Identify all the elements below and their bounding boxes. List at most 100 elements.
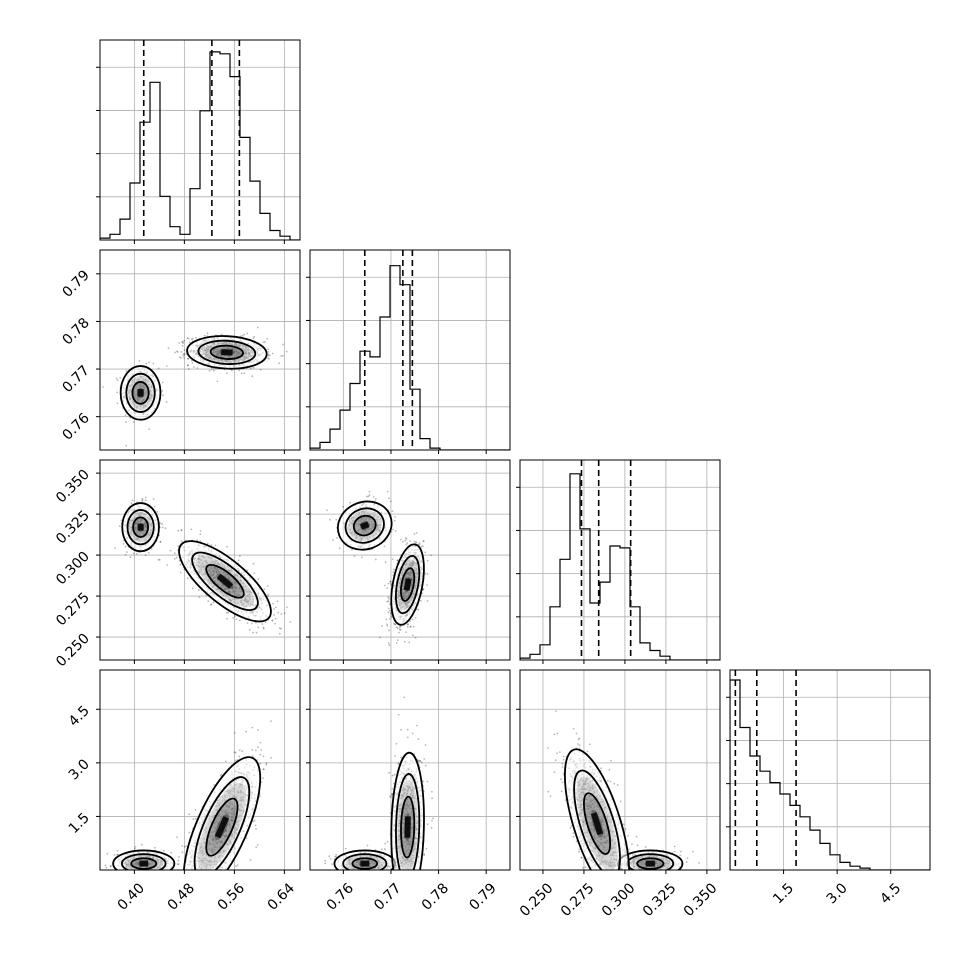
sample-point <box>117 853 119 856</box>
sample-point <box>387 642 390 645</box>
sample-point <box>224 887 226 889</box>
sample-point <box>414 617 417 619</box>
sample-point <box>151 877 153 879</box>
sample-point <box>116 379 119 381</box>
sample-point <box>224 760 227 763</box>
sample-point <box>391 510 394 512</box>
panel-content <box>520 460 720 660</box>
sample-point <box>264 341 266 343</box>
panel-frame <box>99 249 301 451</box>
sample-point <box>168 872 170 874</box>
sample-point <box>145 362 148 365</box>
sample-point <box>255 828 257 830</box>
sample-point <box>374 558 377 561</box>
sample-point <box>124 414 127 417</box>
sample-point <box>148 872 150 874</box>
sample-point <box>139 873 141 875</box>
sample-point <box>122 875 124 877</box>
sample-point <box>206 332 209 335</box>
sample-point <box>212 367 215 370</box>
sample-point <box>338 547 341 550</box>
sample-point <box>177 545 180 548</box>
sample-point <box>289 621 292 623</box>
sample-point <box>216 380 219 383</box>
sample-point <box>113 854 116 856</box>
sample-point <box>173 557 176 560</box>
panel-content <box>326 490 432 646</box>
sample-point <box>150 547 153 550</box>
sample-point <box>180 357 183 359</box>
sample-point <box>257 626 260 629</box>
sample-point <box>252 366 255 369</box>
sample-point <box>252 562 255 565</box>
sample-point <box>283 612 286 615</box>
sample-point <box>119 377 122 379</box>
sample-point <box>275 606 277 609</box>
sample-point <box>282 354 284 357</box>
sample-point <box>409 540 412 542</box>
sample-point <box>124 545 127 548</box>
sample-point <box>388 597 390 600</box>
sample-point <box>379 636 381 639</box>
sample-point <box>387 600 390 602</box>
sample-point <box>116 402 119 405</box>
panel-frame <box>309 249 511 451</box>
sample-point <box>280 627 282 630</box>
sample-point <box>197 894 199 896</box>
sample-point <box>145 871 147 873</box>
sample-point <box>271 620 274 622</box>
sample-point <box>105 875 107 877</box>
sample-point <box>181 851 184 854</box>
sample-point <box>192 818 195 821</box>
sample-point <box>386 600 389 603</box>
density-peak <box>403 578 412 591</box>
density-peak <box>221 349 233 356</box>
sample-point <box>335 518 338 521</box>
sample-point <box>277 611 280 614</box>
sample-point <box>241 334 244 337</box>
histogram-2 <box>520 473 720 660</box>
sample-point <box>131 499 134 502</box>
sample-point <box>181 344 184 347</box>
sample-point <box>267 348 270 351</box>
sample-point <box>126 551 128 553</box>
sample-point <box>132 552 135 555</box>
sample-point <box>181 910 183 912</box>
sample-point <box>125 421 127 423</box>
sample-point <box>186 337 189 339</box>
sample-point <box>351 548 353 551</box>
sample-point <box>158 558 161 561</box>
sample-point <box>116 391 118 394</box>
sample-point <box>238 749 241 751</box>
sample-point <box>180 351 183 353</box>
sample-point <box>191 875 193 877</box>
sample-point <box>381 625 383 627</box>
sample-point <box>193 366 195 368</box>
sample-point <box>395 642 398 644</box>
sample-point <box>384 561 387 564</box>
sample-point <box>255 846 258 849</box>
sample-point <box>118 874 120 876</box>
sample-point <box>181 341 184 343</box>
sample-point <box>273 608 275 610</box>
sample-point <box>144 871 146 873</box>
sample-point <box>102 386 104 388</box>
sample-point <box>389 580 391 583</box>
sample-point <box>393 519 396 522</box>
sample-point <box>424 551 427 554</box>
sample-point <box>420 545 423 548</box>
sample-point <box>243 333 246 336</box>
sample-point <box>392 571 395 574</box>
sample-point <box>144 870 146 872</box>
sample-point <box>424 572 427 575</box>
sample-point <box>253 572 256 574</box>
sample-point <box>418 542 421 545</box>
sample-point <box>398 628 401 631</box>
sample-point <box>161 874 163 876</box>
sample-point <box>234 615 236 618</box>
sample-point <box>405 538 408 540</box>
sample-point <box>390 500 392 503</box>
y-tick-label: 0.275 <box>53 590 93 630</box>
sample-point <box>411 618 414 621</box>
sample-point <box>280 613 283 615</box>
